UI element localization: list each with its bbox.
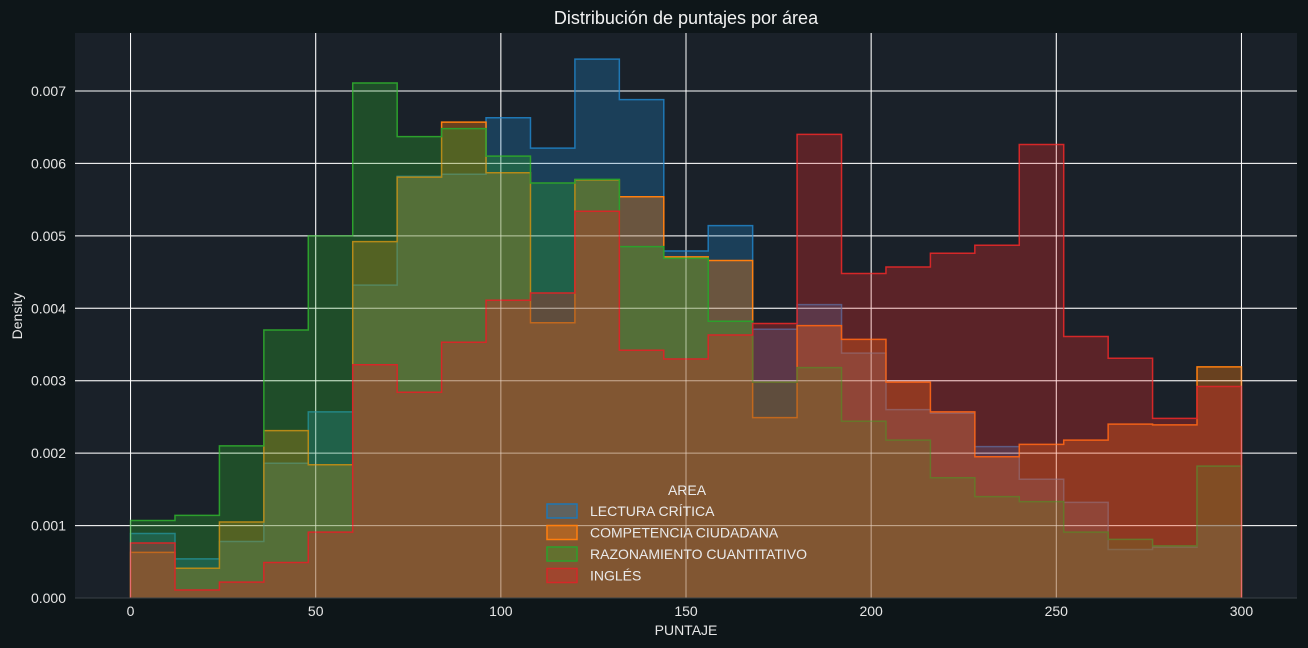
legend-swatch-1 <box>546 524 578 541</box>
y-tick-label-6: 0.006 <box>31 155 66 171</box>
series-1 <box>129 121 1243 598</box>
series-3-outline <box>129 133 1243 598</box>
legend-label-1: COMPETENCIA CIUDADANA <box>590 525 779 541</box>
series-3-bin-22 <box>1108 358 1152 598</box>
series-3-bin-17 <box>886 267 930 598</box>
series-3-bin-23 <box>1153 418 1197 598</box>
legend-title: AREA <box>668 482 707 498</box>
x-tick-label-3: 150 <box>674 603 698 619</box>
series-3-bin-8 <box>486 300 530 598</box>
series-3-bin-5 <box>353 365 397 598</box>
x-tick-label-1: 50 <box>308 603 324 619</box>
legend-label-2: RAZONAMIENTO CUANTITATIVO <box>590 546 807 562</box>
histogram-series <box>129 58 1243 599</box>
series-2-outline <box>129 82 1243 598</box>
x-tick-labels: 0 50 100 150 200 250 300 <box>127 603 1254 619</box>
series-3-bin-4 <box>308 532 352 598</box>
x-tick-label-5: 250 <box>1045 603 1069 619</box>
series-3-bin-20 <box>1019 145 1063 598</box>
series-3-area <box>130 134 1242 598</box>
grid <box>75 33 1297 598</box>
series-3-bin-15 <box>797 134 841 598</box>
series-3-bin-1 <box>175 590 219 598</box>
series-1-outline <box>129 121 1243 598</box>
legend-label-3: INGLÉS <box>590 568 641 584</box>
series-2-bin-2 <box>219 446 263 598</box>
legend-swatch-2 <box>546 546 578 562</box>
series-3 <box>129 133 1243 598</box>
series-2-bin-1 <box>175 515 219 598</box>
legend-swatch-0 <box>546 503 578 519</box>
series-0-area <box>130 59 1242 599</box>
x-tick-label-6: 300 <box>1230 603 1254 619</box>
y-tick-label-2: 0.002 <box>31 445 66 461</box>
series-1-area <box>130 122 1242 598</box>
legend: AREA LECTURA CRÍTICA COMPETENCIA CIUDADAN… <box>546 482 807 584</box>
y-tick-label-0: 0.000 <box>31 590 66 606</box>
x-tick-label-4: 200 <box>859 603 883 619</box>
series-3-bin-3 <box>264 563 308 598</box>
y-tick-label-5: 0.005 <box>31 228 66 244</box>
series-3-bin-2 <box>219 582 263 598</box>
legend-swatch-3 <box>546 567 578 584</box>
series-3-bin-0 <box>131 543 175 598</box>
x-tick-label-0: 0 <box>127 603 135 619</box>
legend-label-0: LECTURA CRÍTICA <box>590 503 715 519</box>
series-2-bin-3 <box>264 330 308 598</box>
y-tick-label-4: 0.004 <box>31 300 66 316</box>
series-3-bin-6 <box>397 392 441 598</box>
series-3-bin-21 <box>1064 337 1108 598</box>
series-2 <box>129 82 1243 598</box>
series-3-bin-24 <box>1197 386 1241 598</box>
y-tick-labels: 0.000 0.001 0.002 0.003 0.004 0.005 0.006 0.007 <box>31 83 66 606</box>
grid-overlay <box>75 33 1297 598</box>
y-tick-label-3: 0.003 <box>31 373 66 389</box>
y-axis-label: Density <box>9 293 25 340</box>
y-tick-label-7: 0.007 <box>31 83 66 99</box>
chart-title: Distribución de puntajes por área <box>554 8 819 28</box>
series-2-area <box>130 82 1242 598</box>
x-axis-label: PUNTAJE <box>655 622 718 638</box>
series-3-bin-19 <box>975 245 1019 598</box>
x-tick-label-2: 100 <box>489 603 513 619</box>
series-3-bin-16 <box>842 273 886 598</box>
series-3-bin-18 <box>930 253 974 598</box>
y-tick-label-1: 0.001 <box>31 518 66 534</box>
